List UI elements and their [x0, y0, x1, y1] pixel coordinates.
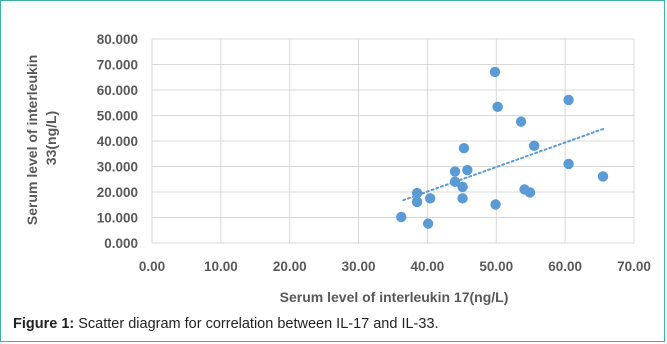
chart-svg: 0.000 10.000 20.000 30.000 40.000 50.000 60.00… [24, 32, 651, 305]
y-tick-labels: 0.000 10.000 20.000 30.000 40.000 50.000 60.00… [97, 32, 138, 251]
y-axis-label-line-2: 33(ng/L) [43, 111, 59, 165]
x-tick-label: 20.00 [273, 259, 307, 274]
x-tick-label: 70.00 [617, 259, 651, 274]
caption-label: Figure 1: [13, 316, 75, 332]
y-tick-label: 30.000 [97, 160, 138, 175]
data-point [457, 193, 468, 204]
data-point [411, 196, 423, 208]
x-tick-label: 10.00 [204, 259, 238, 274]
data-point [396, 211, 407, 223]
x-tick-label: 0.00 [139, 259, 165, 274]
y-tick-label: 70.000 [97, 58, 138, 73]
data-point [490, 199, 501, 210]
data-point [458, 142, 470, 154]
data-point [489, 66, 501, 78]
data-point [411, 187, 423, 199]
data-point [563, 158, 574, 170]
data-point [528, 140, 540, 152]
data-point [515, 116, 527, 127]
data-point [597, 171, 609, 182]
y-axis-label: Serum level of interleukin 33(ng/L) [24, 51, 59, 225]
data-points [396, 66, 609, 229]
data-point [422, 218, 434, 229]
y-tick-label: 40.000 [97, 134, 138, 149]
data-point [449, 166, 461, 177]
grid [151, 38, 635, 244]
data-point [492, 101, 503, 113]
y-tick-label: 60.000 [97, 83, 138, 98]
data-point [457, 181, 468, 193]
trendline [402, 128, 605, 202]
data-point [449, 176, 461, 187]
x-tick-label: 60.00 [548, 259, 582, 274]
x-tick-label: 40.00 [411, 259, 445, 274]
x-tick-label: 50.00 [479, 259, 513, 274]
trendline-segment [402, 128, 605, 202]
x-tick-label: 30.00 [342, 259, 376, 274]
x-axis-label: Serum level of interleukin 17(ng/L) [280, 289, 509, 305]
y-axis-label-line-1: Serum level of interleukin [24, 55, 40, 225]
y-tick-label: 50.000 [97, 109, 138, 124]
y-tick-label: 10.000 [97, 211, 138, 226]
caption-text: Scatter diagram for correlation between … [74, 316, 439, 332]
data-point [424, 193, 436, 204]
figure-caption: Figure 1: Scatter diagram for correlatio… [13, 316, 439, 332]
data-point [524, 187, 536, 198]
y-tick-label: 20.000 [97, 185, 138, 200]
data-point [563, 94, 574, 106]
y-tick-label: 0.000 [104, 236, 138, 251]
scatter-chart: 0.000 10.000 20.000 30.000 40.000 50.000 60.00… [24, 32, 651, 305]
data-point [462, 164, 473, 176]
y-tick-label: 80.000 [97, 32, 138, 47]
x-tick-labels: 0.00 10.00 20.00 30.00 40.00 50.00 60.00 70.00 [139, 259, 651, 274]
